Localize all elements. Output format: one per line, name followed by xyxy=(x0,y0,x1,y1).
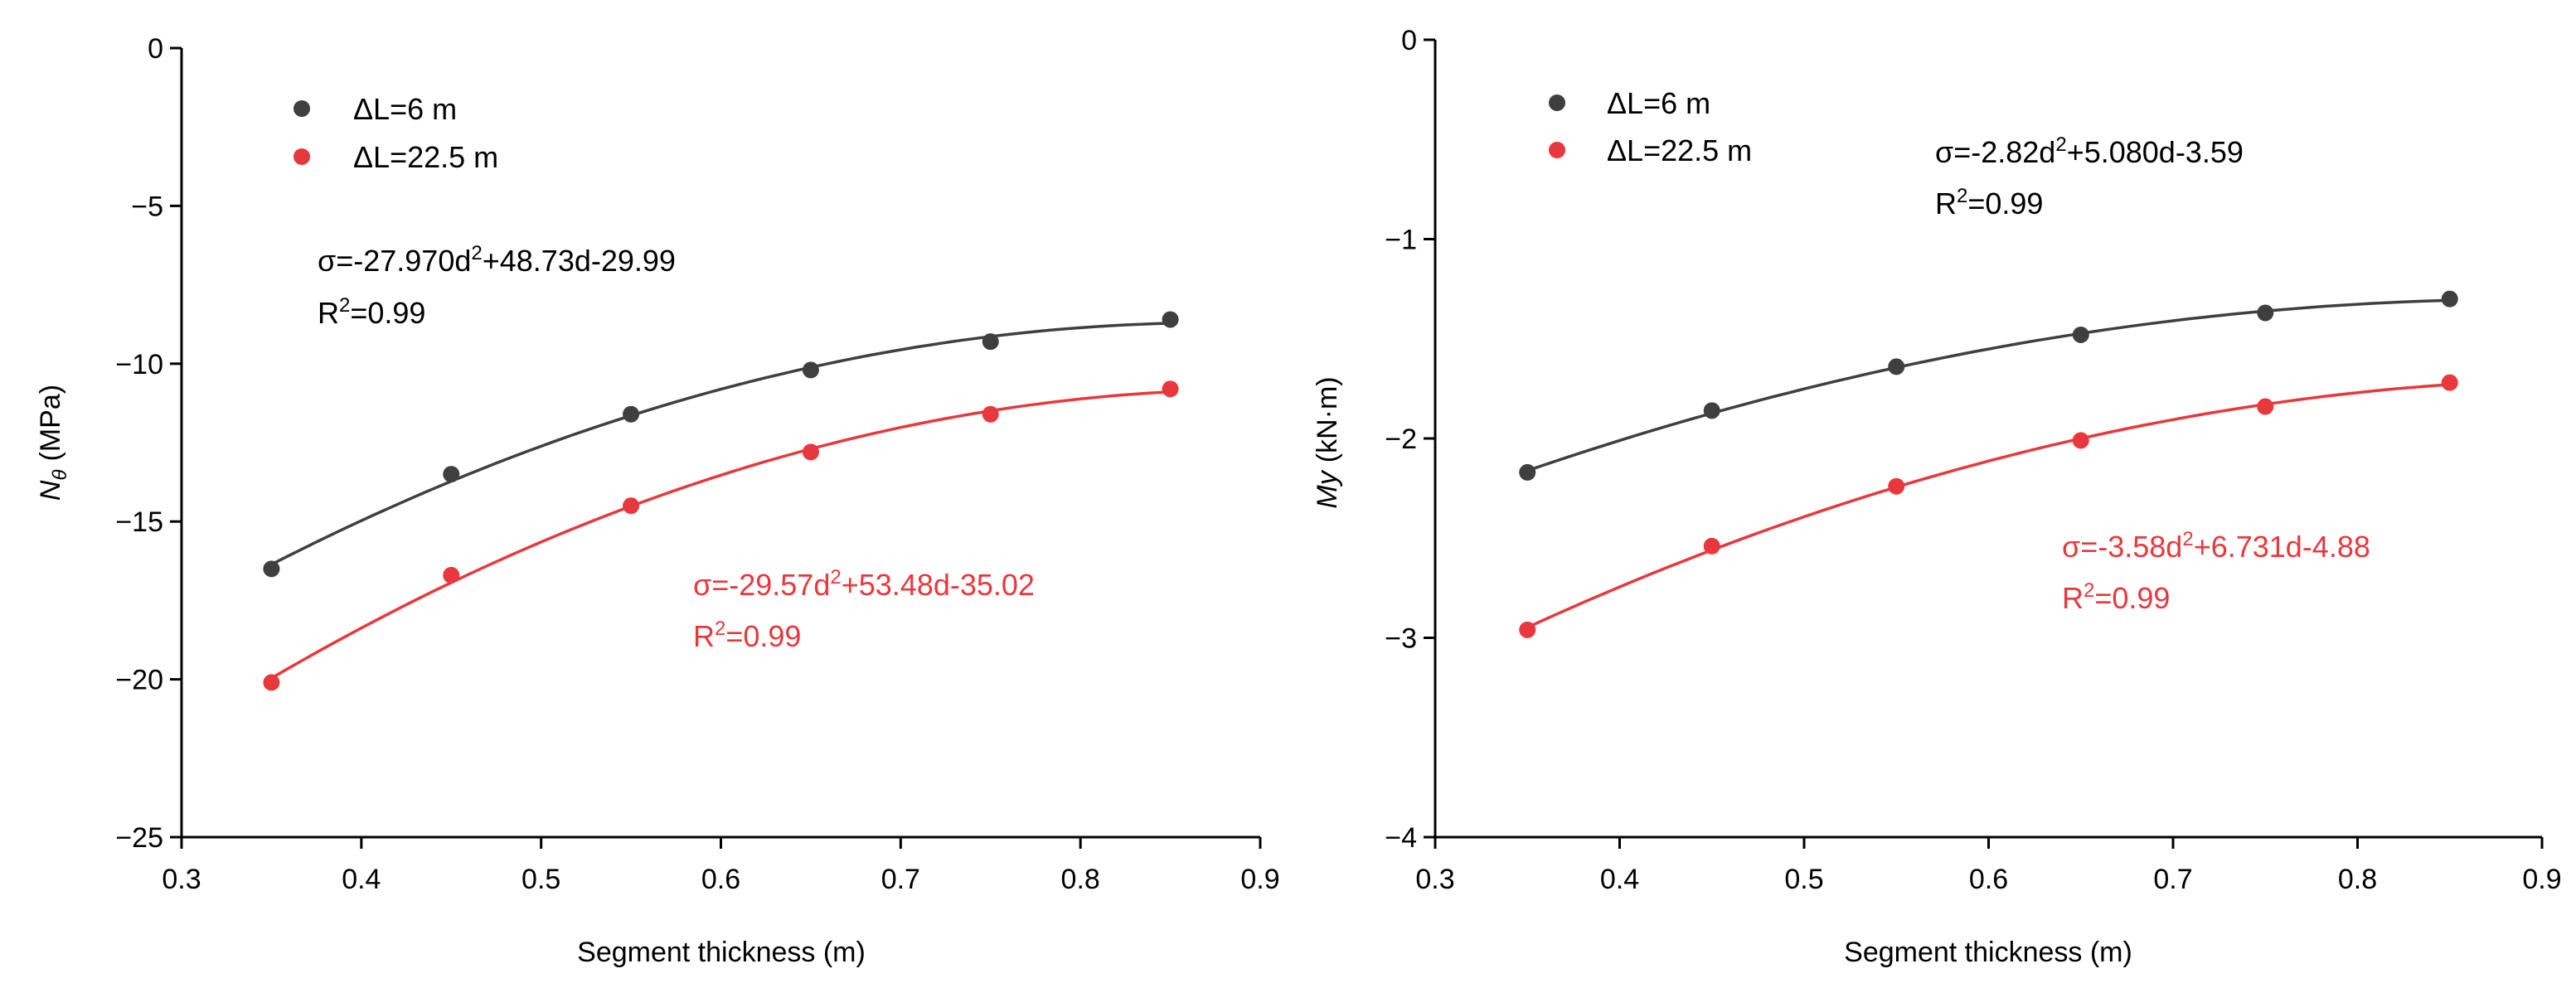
x-tick-label: 0.5 xyxy=(1784,864,1823,895)
legend-label-dl22: ΔL=22.5 m xyxy=(353,140,498,174)
data-point-dl22 xyxy=(1519,621,1536,638)
data-point-dl22 xyxy=(982,405,999,423)
data-point-dl6 xyxy=(1888,358,1905,375)
y-tick-label: −10 xyxy=(115,349,163,380)
legend-label-dl6: ΔL=6 m xyxy=(1607,86,1710,120)
data-point-dl6 xyxy=(802,361,819,379)
y-tick-label: −25 xyxy=(115,822,163,854)
data-point-dl6 xyxy=(1162,311,1179,328)
x-tick-label: 0.7 xyxy=(881,864,920,895)
y-tick-label: 0 xyxy=(148,33,163,65)
legend-marker-dl22 xyxy=(1549,142,1565,158)
x-tick-label: 0.8 xyxy=(1061,864,1100,895)
equation-dl22: σ=-29.57d2+53.48d-35.02 xyxy=(693,566,1035,602)
legend-label-dl6: ΔL=6 m xyxy=(353,92,457,126)
x-tick-label: 0.3 xyxy=(1415,864,1454,895)
y-axis-title: My(kN·m) xyxy=(1312,376,1343,508)
y-tick-label: −15 xyxy=(115,506,163,538)
data-point-dl6 xyxy=(443,466,460,483)
data-point-dl6 xyxy=(263,560,280,578)
x-tick-label: 0.4 xyxy=(1600,864,1639,895)
y-axis-title: Nθ(MPa) xyxy=(35,385,71,501)
x-tick-label: 0.4 xyxy=(342,864,381,895)
chart-normal-force: 0 −5 −10 −15 −20 −25 0.3 0.4 0.5 0.6 0.7 0.8 0.9 Nθ… xyxy=(35,33,1280,968)
y-tick-label: 0 xyxy=(1401,25,1417,56)
data-point-dl22 xyxy=(1888,477,1905,495)
x-tick-label: 0.8 xyxy=(2338,864,2377,895)
y-tick-label: −4 xyxy=(1385,822,1417,854)
data-point-dl22 xyxy=(2257,398,2274,415)
y-tick-label: −20 xyxy=(115,665,163,696)
legend: ΔL=6 m ΔL=22.5 m xyxy=(293,92,498,174)
r2-dl22: R2=0.99 xyxy=(2062,579,2170,615)
x-tick-label: 0.9 xyxy=(1240,864,1279,895)
x-tick-label: 0.9 xyxy=(2522,864,2561,895)
fit-curve-dl22 xyxy=(1526,383,2450,629)
x-axis-title: Segment thickness (m) xyxy=(577,937,866,968)
x-axis-title: Segment thickness (m) xyxy=(1844,937,2132,968)
data-point-dl6 xyxy=(982,333,999,351)
data-point-dl22 xyxy=(1162,380,1179,398)
x-tick-label: 0.5 xyxy=(522,864,560,895)
fit-curve-dl6 xyxy=(1526,298,2450,472)
data-point-dl22 xyxy=(1703,537,1720,555)
data-point-dl22 xyxy=(263,674,280,691)
equation-dl6: σ=-27.970d2+48.73d-29.99 xyxy=(318,242,676,278)
data-point-dl22 xyxy=(2072,432,2089,449)
chart-bending-moment: 0 −1 −2 −3 −4 0.3 0.4 0.5 0.6 0.7 0.8 0.9 My(kN·m)… xyxy=(1312,25,2562,968)
legend: ΔL=6 m ΔL=22.5 m xyxy=(1549,86,1752,167)
data-point-dl6 xyxy=(2257,304,2274,322)
legend-marker-dl6 xyxy=(293,100,310,117)
equation-dl6: σ=-2.82d2+5.080d-3.59 xyxy=(1935,133,2244,169)
data-point-dl6 xyxy=(623,405,640,423)
r2-dl6: R2=0.99 xyxy=(1935,185,2043,220)
x-tick-label: 0.7 xyxy=(2153,864,2192,895)
r2-dl6: R2=0.99 xyxy=(318,294,425,330)
data-point-dl6 xyxy=(1519,463,1536,481)
data-point-dl22 xyxy=(2441,374,2458,391)
y-tick-label: −5 xyxy=(131,191,163,222)
data-point-dl6 xyxy=(2072,326,2089,343)
equation-dl22: σ=-3.58d2+6.731d-4.88 xyxy=(2062,528,2370,564)
data-point-dl22 xyxy=(623,497,640,515)
y-tick-label: −3 xyxy=(1385,623,1417,655)
x-tick-label: 0.6 xyxy=(701,864,740,895)
fit-curve-dl6 xyxy=(270,322,1171,566)
y-tick-label: −2 xyxy=(1385,424,1417,455)
legend-marker-dl22 xyxy=(293,148,310,165)
x-tick-label: 0.3 xyxy=(162,864,201,895)
x-tick-label: 0.6 xyxy=(1969,864,2008,895)
y-tick-label: −1 xyxy=(1385,225,1417,256)
fit-curve-dl22 xyxy=(270,390,1171,680)
data-point-dl6 xyxy=(2441,290,2458,308)
data-point-dl6 xyxy=(1703,402,1720,419)
data-point-dl22 xyxy=(802,443,819,461)
data-point-dl22 xyxy=(443,566,460,584)
legend-label-dl22: ΔL=22.5 m xyxy=(1607,133,1752,167)
r2-dl22: R2=0.99 xyxy=(693,618,801,653)
legend-marker-dl6 xyxy=(1549,94,1565,111)
